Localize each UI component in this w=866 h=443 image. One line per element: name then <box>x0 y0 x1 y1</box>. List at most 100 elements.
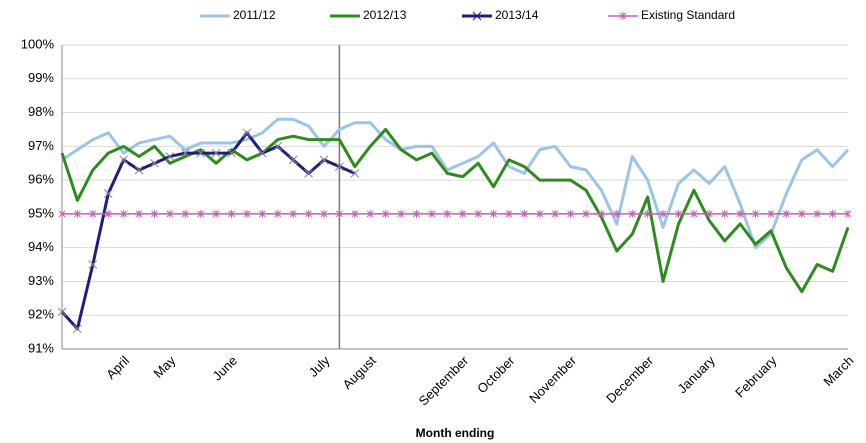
marker <box>520 209 528 218</box>
x-tick-label: March <box>820 353 856 389</box>
marker <box>782 209 790 218</box>
marker <box>58 209 66 218</box>
x-tick-label: December <box>603 352 656 405</box>
x-tick-label: June <box>210 353 241 384</box>
x-tick-label: August <box>340 353 379 392</box>
marker <box>366 209 374 218</box>
marker <box>505 209 513 218</box>
marker <box>243 209 251 218</box>
y-tick-label: 92% <box>28 307 54 322</box>
legend-label: 2011/12 <box>233 8 276 22</box>
y-tick-label: 95% <box>28 205 54 220</box>
y-tick-label: 91% <box>28 340 54 355</box>
marker <box>336 209 343 218</box>
series-line <box>60 131 356 331</box>
marker <box>474 209 482 218</box>
marker <box>413 209 420 218</box>
marker <box>242 128 252 138</box>
legend-marker <box>619 12 627 20</box>
marker <box>598 209 605 218</box>
y-tick-label: 100% <box>21 36 55 51</box>
marker <box>134 165 144 175</box>
marker <box>705 209 713 218</box>
x-tick-label: November <box>526 352 579 405</box>
y-tick-label: 98% <box>28 104 54 119</box>
marker <box>104 209 112 218</box>
marker <box>257 148 267 158</box>
marker <box>196 148 206 158</box>
marker <box>798 209 806 218</box>
x-tick-label: July <box>306 353 333 380</box>
marker <box>351 209 359 218</box>
marker <box>675 209 682 218</box>
marker <box>304 169 313 178</box>
y-tick-label: 97% <box>28 138 54 153</box>
marker <box>180 148 190 158</box>
marker <box>151 209 158 218</box>
marker <box>57 307 67 317</box>
legend-marker <box>472 11 482 21</box>
marker <box>613 209 621 218</box>
x-tick-label: April <box>103 353 132 382</box>
marker <box>721 209 729 218</box>
marker <box>829 209 836 218</box>
marker <box>197 209 205 218</box>
marker <box>212 209 220 218</box>
marker <box>289 209 297 218</box>
legend-label: Existing Standard <box>641 8 735 22</box>
marker <box>459 209 467 218</box>
marker <box>582 209 590 218</box>
marker <box>536 209 544 218</box>
y-tick-label: 96% <box>28 172 54 187</box>
marker <box>288 155 298 165</box>
marker <box>273 141 283 151</box>
marker <box>320 209 328 218</box>
series-line <box>61 117 850 250</box>
marker <box>690 209 698 218</box>
x-tick-label: February <box>732 353 780 401</box>
marker <box>227 148 236 158</box>
marker <box>120 209 128 218</box>
marker <box>258 209 266 218</box>
marker <box>319 155 329 165</box>
legend-label: 2013/14 <box>495 8 539 22</box>
marker <box>103 189 113 198</box>
marker <box>382 209 390 218</box>
x-axis-label: Month ending <box>416 426 495 440</box>
marker <box>844 209 852 218</box>
x-tick-label: October <box>474 352 518 396</box>
marker <box>752 209 759 218</box>
marker <box>150 158 159 168</box>
y-tick-label: 94% <box>28 239 54 254</box>
marker <box>813 209 821 218</box>
marker <box>350 169 360 178</box>
marker <box>89 209 97 218</box>
marker <box>228 209 235 218</box>
marker <box>628 209 636 218</box>
marker <box>88 260 98 269</box>
marker <box>736 209 744 218</box>
x-tick-label: May <box>150 353 178 381</box>
marker <box>335 162 344 171</box>
x-tick-label: September <box>416 352 472 408</box>
marker <box>135 209 143 218</box>
marker <box>74 209 81 218</box>
marker <box>644 209 652 218</box>
marker <box>428 209 436 218</box>
marker <box>767 209 775 218</box>
marker <box>305 209 312 218</box>
marker <box>211 148 221 158</box>
y-tick-label: 99% <box>28 70 54 85</box>
marker <box>551 209 559 218</box>
marker <box>119 155 129 165</box>
marker <box>181 209 189 218</box>
legend-label: 2012/13 <box>363 8 407 22</box>
x-tick-label: January <box>675 353 719 397</box>
marker <box>443 209 451 218</box>
marker <box>659 209 667 218</box>
marker <box>397 209 405 218</box>
marker <box>567 209 574 218</box>
marker <box>165 152 175 161</box>
y-tick-label: 93% <box>28 273 54 288</box>
